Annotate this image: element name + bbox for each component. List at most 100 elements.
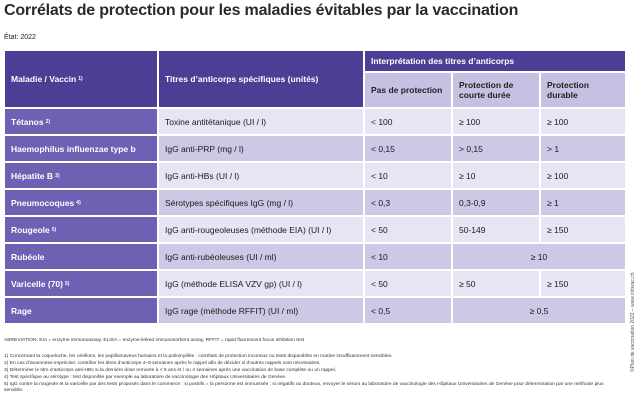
- value-cell: < 10: [364, 162, 452, 189]
- value-text: ≥ 100: [459, 116, 481, 127]
- header-cell: Titres d’anticorps spécifiques (unités): [158, 50, 364, 108]
- footnote: 4) Test spécifique au sérotype : test di…: [4, 375, 287, 380]
- antibody-cell: IgG anti-rubéoleuses (UI / ml): [158, 243, 364, 270]
- value-cell: < 0,15: [364, 135, 452, 162]
- value-text: > 1: [547, 143, 560, 154]
- header-cell: Protection de courte durée: [452, 72, 540, 108]
- disease-cell: Rubéole: [4, 243, 158, 270]
- value-text: ≥ 0,5: [529, 305, 549, 316]
- footnote-ref: 5): [64, 280, 70, 287]
- disease-name: Rage: [11, 305, 32, 316]
- antibody-cell: IgG (méthode ELISA VZV gp) (UI / l): [158, 270, 364, 297]
- footnote: 1) Concernant la coqueluche, les oreillo…: [4, 354, 393, 359]
- disease-name: Rubéole: [11, 251, 45, 262]
- header-text: Maladie / Vaccin: [11, 74, 77, 84]
- antibody-text: IgG anti-rougeoleuses (méthode EIA) (UI …: [165, 224, 332, 235]
- value-cell: < 100: [364, 108, 452, 135]
- footnote-ref: 3): [55, 172, 60, 179]
- value-text: < 0,3: [371, 197, 391, 208]
- disease-name: Haemophilus influenzae type b: [11, 143, 136, 154]
- disease-name: Tétanos: [11, 116, 44, 127]
- value-text: 0,3-0,9: [459, 197, 486, 208]
- footnote-ref: 2): [45, 118, 51, 125]
- value-text: < 10: [371, 251, 388, 262]
- value-cell: ≥ 50: [452, 270, 540, 297]
- value-text: ≥ 10: [530, 251, 548, 262]
- value-cell: ≥ 1: [540, 189, 626, 216]
- footnote: 3) Déterminer le titre d’anticorps anti-…: [4, 368, 337, 373]
- value-cell: 50-149: [452, 216, 540, 243]
- disease-name: Varicelle (70): [11, 278, 63, 289]
- header-cell: Pas de protection: [364, 72, 452, 108]
- status: État: 2022: [4, 34, 36, 41]
- value-cell: ≥ 0,5: [452, 297, 626, 324]
- value-text: < 50: [371, 224, 388, 235]
- value-cell: ≥ 100: [452, 108, 540, 135]
- value-cell: ≥ 150: [540, 270, 626, 297]
- value-cell: > 1: [540, 135, 626, 162]
- disease-name: Pneumocoques: [11, 197, 75, 208]
- footnote-ref: 5): [51, 226, 57, 233]
- antibody-text: Sérotypes spécifiques IgG (mg / l): [165, 197, 294, 208]
- value-text: < 10: [371, 170, 388, 181]
- value-cell: ≥ 100: [540, 162, 626, 189]
- value-cell: ≥ 100: [540, 108, 626, 135]
- value-text: ≥ 50: [459, 278, 476, 289]
- value-text: ≥ 10: [459, 170, 476, 181]
- antibody-cell: IgG anti-HBs (UI / l): [158, 162, 364, 189]
- value-text: ≥ 150: [547, 278, 569, 289]
- antibody-text: IgG anti-PRP (mg / l): [165, 143, 244, 154]
- antibody-text: IgG anti-HBs (UI / l): [165, 170, 240, 181]
- antibody-cell: Sérotypes spécifiques IgG (mg / l): [158, 189, 364, 216]
- value-text: ≥ 150: [547, 224, 569, 235]
- header-cell: Maladie / Vaccin 1): [4, 50, 158, 108]
- footnote-ref: 1): [78, 76, 83, 82]
- header-text: Pas de protection: [371, 85, 443, 95]
- value-text: < 50: [371, 278, 388, 289]
- antibody-cell: IgG anti-PRP (mg / l): [158, 135, 364, 162]
- disease-cell: Varicelle (70) 5): [4, 270, 158, 297]
- value-cell: > 0,15: [452, 135, 540, 162]
- disease-name: Hépatite B: [11, 170, 54, 181]
- value-cell: ≥ 10: [452, 243, 626, 270]
- value-cell: < 50: [364, 270, 452, 297]
- value-cell: ≥ 150: [540, 216, 626, 243]
- value-cell: ≥ 10: [452, 162, 540, 189]
- side-note: ©Plan de vaccination 2022 – www.infovac.…: [630, 272, 636, 372]
- value-text: < 0,5: [371, 305, 391, 316]
- value-text: ≥ 100: [547, 170, 569, 181]
- antibody-text: IgG anti-rubéoleuses (UI / ml): [165, 251, 277, 262]
- value-text: < 100: [371, 116, 393, 127]
- value-cell: < 0,3: [364, 189, 452, 216]
- antibody-text: IgG rage (méthode RFFIT) (UI / ml): [165, 305, 299, 316]
- value-cell: < 50: [364, 216, 452, 243]
- footnote-ref: 4): [76, 199, 81, 206]
- disease-cell: Rage: [4, 297, 158, 324]
- header-text: Titres d’anticorps spécifiques (unités): [165, 74, 319, 84]
- footnote: ABREVIATION: EIA = enzyme immunoassay, E…: [4, 338, 305, 343]
- value-text: > 0,15: [459, 143, 483, 154]
- value-text: < 0,15: [371, 143, 395, 154]
- disease-cell: Pneumocoques 4): [4, 189, 158, 216]
- value-text: ≥ 1: [547, 197, 559, 208]
- disease-name: Rougeole: [11, 224, 50, 235]
- antibody-text: IgG (méthode ELISA VZV gp) (UI / l): [165, 278, 302, 289]
- antibody-cell: IgG anti-rougeoleuses (méthode EIA) (UI …: [158, 216, 364, 243]
- header-cell: Protection durable: [540, 72, 626, 108]
- title: Corrélats de protection pour les maladie…: [4, 2, 519, 19]
- header-text: Protection de courte durée: [459, 80, 514, 100]
- disease-cell: Hépatite B 3): [4, 162, 158, 189]
- disease-cell: Tétanos 2): [4, 108, 158, 135]
- value-cell: < 0,5: [364, 297, 452, 324]
- value-text: 50-149: [459, 224, 486, 235]
- value-cell: < 10: [364, 243, 452, 270]
- header-cell: Interprétation des titres d’anticorps: [364, 50, 626, 72]
- antibody-cell: IgG rage (méthode RFFIT) (UI / ml): [158, 297, 364, 324]
- footnote: 5) IgG contre la rougeole et la varicell…: [4, 382, 604, 393]
- header-text: Interprétation des titres d’anticorps: [371, 56, 515, 66]
- disease-cell: Haemophilus influenzae type b: [4, 135, 158, 162]
- header-text: Protection durable: [547, 80, 590, 100]
- value-cell: 0,3-0,9: [452, 189, 540, 216]
- footnote: 2) En cas d’anamnèse imprécise: contrôle…: [4, 361, 321, 366]
